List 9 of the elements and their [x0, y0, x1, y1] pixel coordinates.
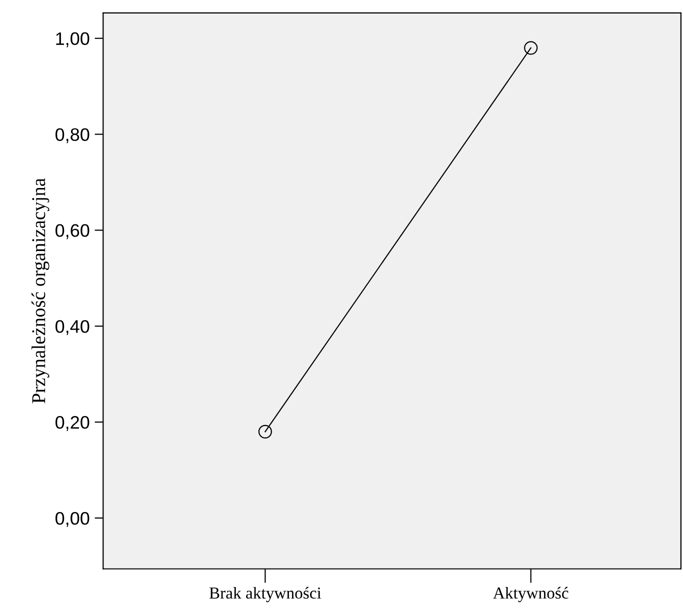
y-tick-label: 0,60 [56, 224, 90, 240]
y-tick-label: 0,20 [56, 416, 90, 431]
y-tick-label: 0,00 [56, 512, 90, 527]
x-tick-label: Aktywność [493, 586, 568, 602]
y-axis-title: Przynależność organizacyjna [32, 178, 50, 404]
x-tick-label: Brak aktywności [209, 586, 322, 602]
y-tick-label: 0,80 [56, 128, 90, 144]
y-tick-label: 0,40 [56, 320, 90, 336]
y-tick-label: 1,00 [56, 32, 90, 48]
